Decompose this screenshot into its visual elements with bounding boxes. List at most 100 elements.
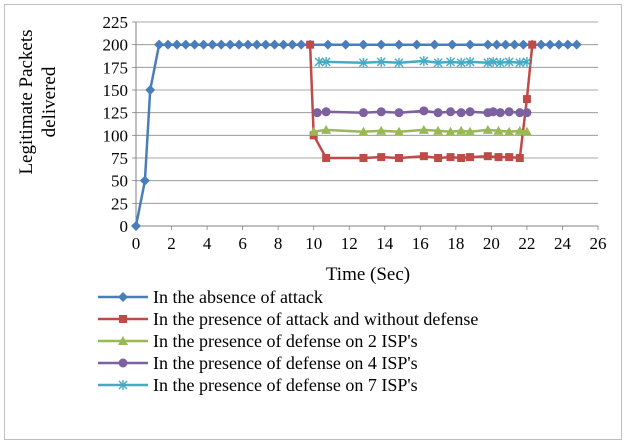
data-point: [171, 39, 182, 50]
y-tick-label: 100: [103, 126, 129, 145]
data-point: [260, 39, 271, 50]
data-point: [482, 39, 493, 50]
data-point: [180, 39, 191, 50]
data-point: [340, 39, 351, 50]
legend-label: In the presence of defense on 2 ISP's: [153, 331, 418, 351]
data-point: [225, 39, 236, 50]
x-tick-label: 24: [554, 234, 572, 253]
data-point: [433, 125, 444, 135]
data-point: [321, 107, 331, 117]
data-point: [465, 39, 476, 50]
y-tick-label: 125: [103, 104, 129, 123]
x-tick-label: 10: [305, 234, 322, 253]
x-tick-label: 16: [412, 234, 429, 253]
data-point: [491, 39, 502, 50]
series-5: [314, 55, 532, 68]
series-4: [312, 106, 532, 118]
data-point: [522, 108, 532, 118]
x-tick-label: 14: [376, 234, 394, 253]
data-point: [493, 125, 504, 135]
data-point: [376, 107, 386, 117]
data-point: [269, 39, 280, 50]
data-point: [419, 106, 429, 116]
data-point: [500, 39, 511, 50]
data-point: [358, 108, 368, 118]
data-point: [359, 154, 368, 162]
legend-label: In the presence of defense on 7 ISP's: [153, 375, 418, 395]
series-1: [131, 39, 582, 231]
data-point: [495, 108, 505, 118]
data-point: [536, 39, 547, 50]
data-point: [322, 39, 333, 50]
data-point: [465, 56, 475, 67]
data-point: [571, 39, 582, 50]
data-point: [562, 39, 573, 50]
legend-label: In the presence of attack and without de…: [153, 309, 478, 329]
data-point: [162, 39, 173, 50]
data-point: [287, 39, 298, 50]
y-tick-label: 50: [111, 172, 128, 191]
data-point: [465, 126, 476, 136]
data-point: [429, 39, 440, 50]
data-point: [456, 108, 466, 118]
data-point: [419, 152, 428, 161]
x-tick-label: 4: [203, 234, 212, 253]
data-point: [457, 154, 466, 162]
data-point: [314, 56, 324, 67]
data-point: [393, 39, 404, 50]
y-tick-label: 25: [111, 194, 128, 213]
series-layer: [131, 39, 582, 231]
series-3: [308, 124, 532, 136]
data-point: [358, 57, 368, 68]
data-point: [482, 124, 493, 134]
axes: [132, 21, 599, 230]
data-point: [321, 56, 331, 67]
x-tick-label: 22: [518, 234, 535, 253]
data-point: [296, 39, 307, 50]
data-point: [446, 107, 456, 117]
legend-marker: [118, 292, 128, 302]
y-tick-label: 175: [103, 58, 129, 77]
data-point: [509, 39, 520, 50]
data-point: [419, 55, 429, 66]
x-tick-label: 2: [167, 234, 176, 253]
data-point: [216, 39, 227, 50]
legend-item: In the presence of defense on 4 ISP's: [98, 353, 418, 373]
data-point: [433, 57, 443, 68]
data-point: [456, 125, 467, 135]
data-point: [515, 108, 525, 118]
data-point: [488, 107, 498, 117]
data-point: [494, 153, 503, 162]
x-tick-label: 8: [274, 234, 283, 253]
series-line: [319, 59, 528, 65]
y-tick-label: 200: [103, 36, 129, 55]
data-point: [394, 154, 403, 162]
data-point: [154, 39, 165, 50]
data-point: [465, 107, 475, 117]
data-point: [393, 126, 404, 136]
data-point: [189, 39, 200, 50]
y-tick-label: 225: [103, 13, 129, 32]
legend-item: In the presence of attack and without de…: [98, 309, 478, 329]
data-point: [545, 39, 556, 50]
data-point: [411, 39, 422, 50]
data-point: [483, 152, 492, 161]
data-point: [139, 175, 150, 186]
data-point: [522, 56, 532, 67]
data-point: [466, 153, 475, 162]
data-point: [358, 39, 369, 50]
legend-item: In the absence of attack: [98, 287, 323, 307]
data-point: [308, 126, 319, 136]
x-tick-label: 20: [483, 234, 500, 253]
data-point: [504, 56, 514, 67]
y-tick-label: 0: [120, 217, 129, 236]
data-point: [145, 85, 156, 95]
data-point: [418, 124, 429, 134]
data-point: [242, 39, 253, 50]
data-point: [207, 39, 218, 50]
data-point: [376, 39, 387, 50]
legend-marker: [118, 358, 128, 368]
data-point: [495, 57, 505, 68]
